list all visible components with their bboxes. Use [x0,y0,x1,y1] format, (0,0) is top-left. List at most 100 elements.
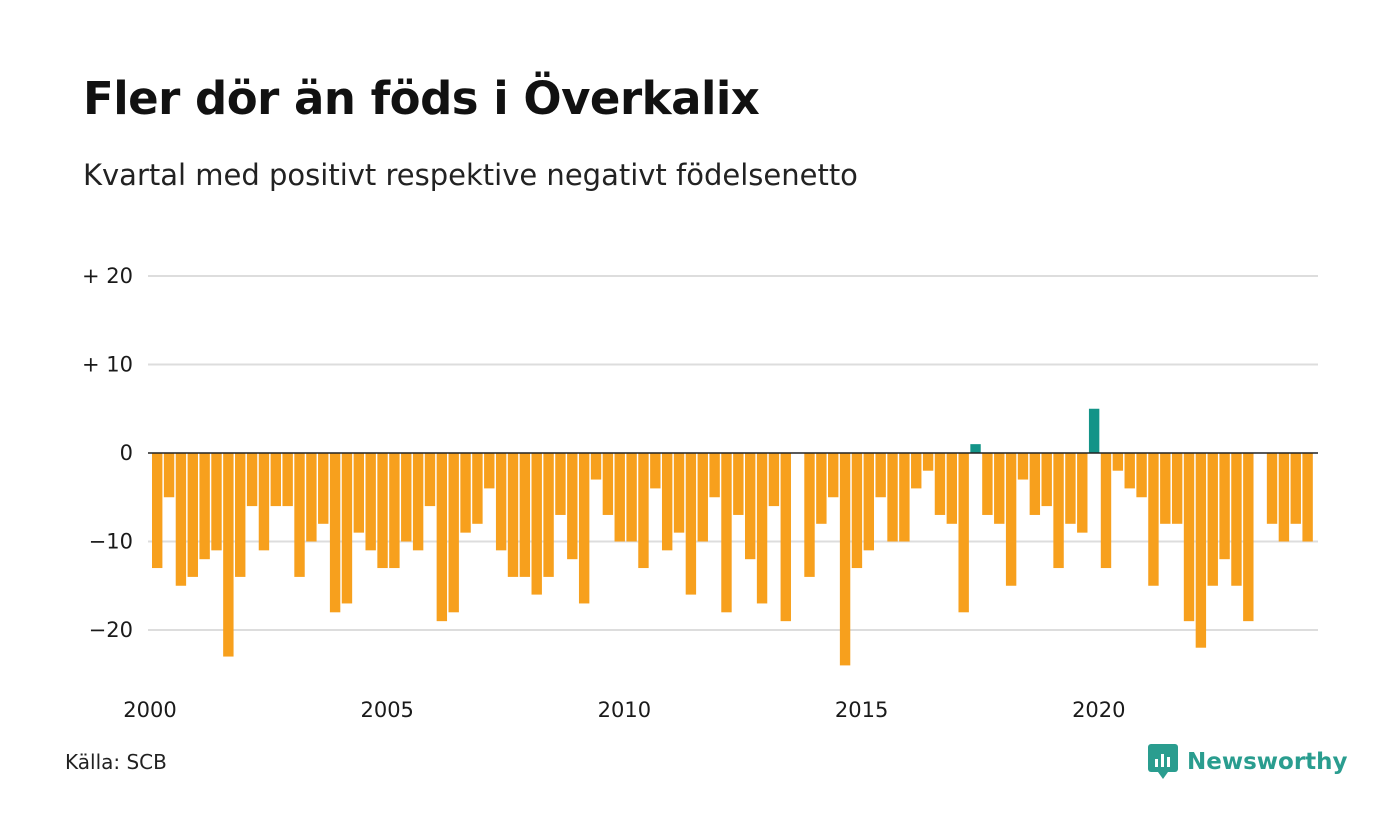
bar-negative[interactable] [341,453,353,604]
bar-negative[interactable] [1243,453,1254,622]
bar-negative[interactable] [1219,453,1230,560]
bar-negative[interactable] [495,453,507,551]
bar-negative[interactable] [626,453,637,542]
bar-negative[interactable] [448,453,459,613]
bar-negative[interactable] [816,453,827,524]
bar-negative[interactable] [1136,453,1147,498]
bar-negative[interactable] [982,453,993,515]
bar-negative[interactable] [721,453,732,613]
bar-negative[interactable] [163,453,175,498]
bar-positive[interactable] [1088,408,1100,453]
bar-negative[interactable] [922,453,934,471]
bar-negative[interactable] [258,453,270,551]
bar-negative[interactable] [531,453,542,595]
bar-negative[interactable] [590,453,602,480]
bar-negative[interactable] [1053,453,1064,569]
bar-negative[interactable] [152,453,163,569]
bar-negative[interactable] [460,453,471,533]
bar-negative[interactable] [1041,453,1052,507]
bar-negative[interactable] [436,453,448,622]
bar-negative[interactable] [1077,453,1088,533]
bar-negative[interactable] [1017,453,1029,480]
bar-negative[interactable] [1290,453,1301,524]
bar-negative[interactable] [377,453,388,569]
bar-negative[interactable] [1266,453,1278,524]
bar-negative[interactable] [1112,453,1124,471]
bar-negative[interactable] [638,453,649,569]
bar-negative[interactable] [1160,453,1171,524]
bar-negative[interactable] [661,453,673,551]
bar-negative[interactable] [1065,453,1076,524]
bar-negative[interactable] [412,453,424,551]
bar-negative[interactable] [1278,453,1290,542]
bar-negative[interactable] [353,453,365,533]
bar-negative[interactable] [1124,453,1135,489]
bar-negative[interactable] [887,453,898,542]
bar-negative[interactable] [1029,453,1041,515]
bar-negative[interactable] [365,453,376,551]
bar-negative[interactable] [472,453,483,524]
bar-negative[interactable] [756,453,768,604]
bar-negative[interactable] [899,453,910,542]
bar-negative[interactable] [199,453,210,560]
bar-negative[interactable] [839,453,851,666]
bar-negative[interactable] [507,453,519,577]
bar-negative[interactable] [401,453,412,542]
bar-negative[interactable] [555,453,566,515]
bar-negative[interactable] [389,453,400,569]
bar-negative[interactable] [187,453,198,577]
bar-chart: + 20 + 10 0 −10 −20 2000 2005 2010 2015 2020 [82,264,1318,722]
bar-negative[interactable] [709,453,720,498]
bar-negative[interactable] [1183,453,1195,622]
bar-negative[interactable] [650,453,661,489]
bar-negative[interactable] [223,453,234,657]
bar-negative[interactable] [934,453,946,515]
bar-negative[interactable] [329,453,341,613]
bar-negative[interactable] [318,453,329,524]
y-tick-label: 0 [120,441,133,465]
bar-negative[interactable] [294,453,305,577]
bar-negative[interactable] [745,453,756,560]
bar-negative[interactable] [543,453,554,577]
bar-negative[interactable] [614,453,625,542]
bar-negative[interactable] [175,453,187,586]
bar-negative[interactable] [1171,453,1183,524]
bar-negative[interactable] [484,453,495,489]
bar-negative[interactable] [246,453,258,507]
bar-negative[interactable] [673,453,685,533]
bar-negative[interactable] [578,453,590,604]
brand-logo[interactable]: Newsworthy [1148,744,1348,780]
bar-negative[interactable] [780,453,791,622]
bar-negative[interactable] [875,453,886,498]
bar-negative[interactable] [1005,453,1017,586]
bar-negative[interactable] [282,453,293,507]
bar-negative[interactable] [768,453,780,507]
bar-negative[interactable] [567,453,578,560]
bar-negative[interactable] [1195,453,1207,648]
bar-negative[interactable] [863,453,874,551]
bar-negative[interactable] [911,453,922,489]
bar-negative[interactable] [697,453,708,542]
source-note: Källa: SCB [65,750,167,774]
bar-negative[interactable] [828,453,839,498]
bar-negative[interactable] [602,453,614,515]
bar-negative[interactable] [958,453,969,613]
bar-negative[interactable] [1207,453,1218,586]
bar-negative[interactable] [424,453,436,507]
bar-negative[interactable] [685,453,697,595]
bar-negative[interactable] [1231,453,1242,586]
bar-negative[interactable] [519,453,531,577]
bar-negative[interactable] [994,453,1005,524]
bar-negative[interactable] [235,453,246,577]
bar-negative[interactable] [946,453,958,524]
bar-negative[interactable] [804,453,815,577]
bar-negative[interactable] [733,453,744,515]
bar-negative[interactable] [270,453,281,507]
bar-negative[interactable] [851,453,863,569]
bar-negative[interactable] [1302,453,1313,542]
bar-negative[interactable] [306,453,317,542]
bar-negative[interactable] [211,453,222,551]
bar-positive[interactable] [970,444,981,453]
bar-negative[interactable] [1148,453,1159,586]
bar-negative[interactable] [1100,453,1112,569]
